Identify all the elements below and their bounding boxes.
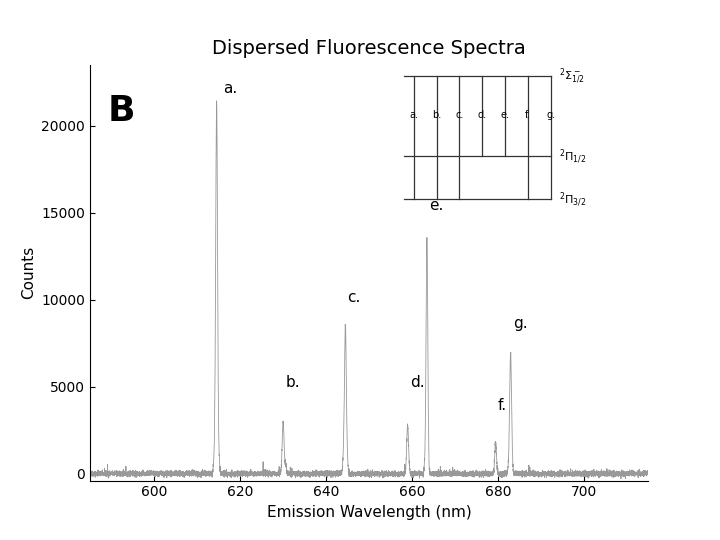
Title: Dispersed Fluorescence Spectra: Dispersed Fluorescence Spectra	[212, 39, 526, 58]
Text: c.: c.	[455, 111, 464, 120]
Text: $^2\Pi_{1/2}$: $^2\Pi_{1/2}$	[559, 147, 586, 166]
Text: f.: f.	[498, 398, 507, 413]
Text: b.: b.	[285, 375, 300, 390]
Text: g.: g.	[513, 316, 528, 331]
Text: g.: g.	[546, 111, 556, 120]
Text: a.: a.	[409, 111, 418, 120]
Text: d.: d.	[478, 111, 487, 120]
Text: a.: a.	[223, 81, 238, 96]
Text: d.: d.	[410, 375, 424, 390]
Text: e.: e.	[500, 111, 510, 120]
Text: B: B	[107, 94, 135, 129]
Text: $^2\Sigma^-_{1/2}$: $^2\Sigma^-_{1/2}$	[559, 66, 585, 86]
Text: e.: e.	[429, 198, 444, 213]
Text: $^2\Pi_{3/2}$: $^2\Pi_{3/2}$	[559, 190, 586, 208]
Text: b.: b.	[432, 111, 441, 120]
Y-axis label: Counts: Counts	[21, 246, 36, 299]
Text: c.: c.	[348, 290, 361, 305]
Text: f.: f.	[526, 111, 531, 120]
X-axis label: Emission Wavelength (nm): Emission Wavelength (nm)	[266, 505, 472, 520]
